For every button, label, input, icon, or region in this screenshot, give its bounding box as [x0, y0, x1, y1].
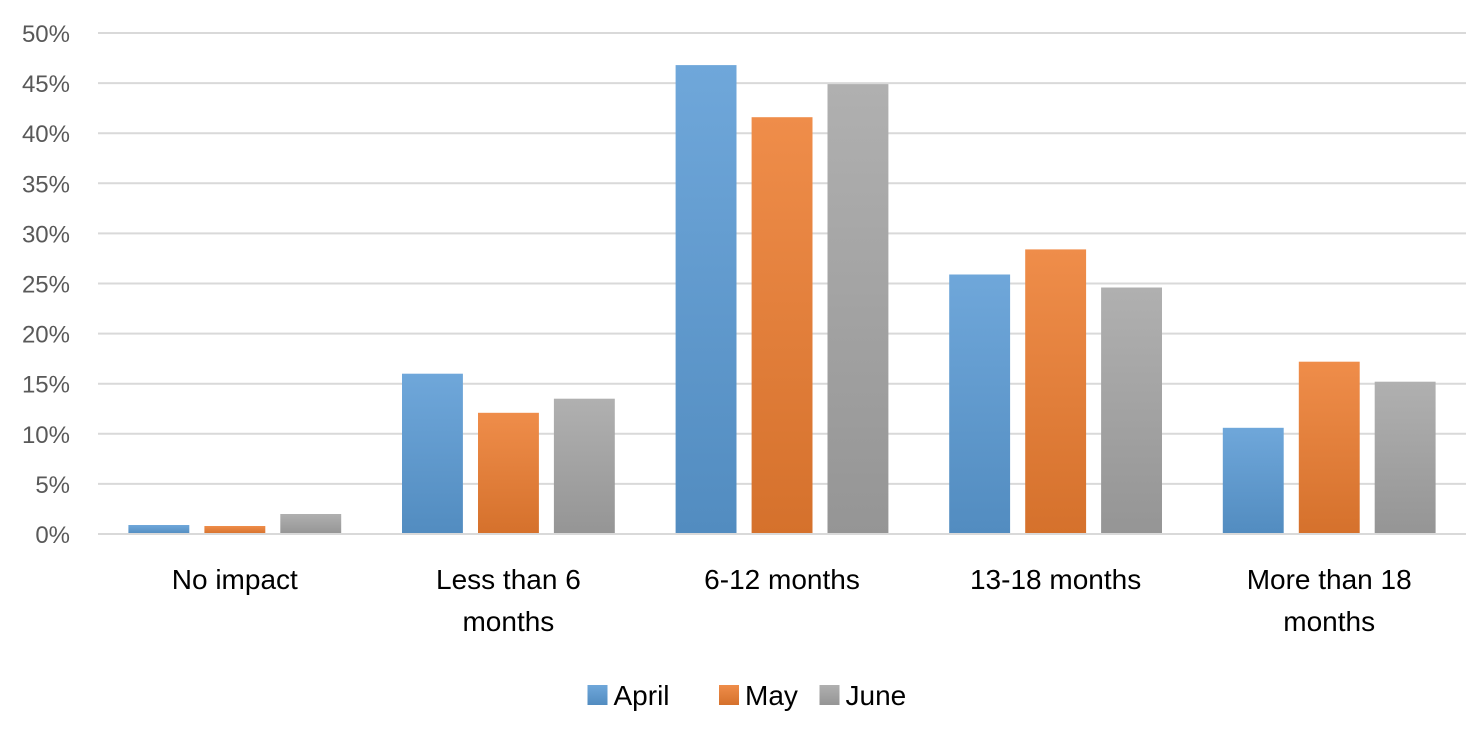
bar-april-2 — [675, 65, 737, 534]
category-label: months — [462, 606, 554, 637]
bar-may-4 — [1298, 361, 1360, 534]
category-label: 13-18 months — [970, 564, 1141, 595]
bar-may-3 — [1025, 249, 1087, 534]
legend-label-april: April — [614, 680, 670, 711]
category-label: No impact — [172, 564, 298, 595]
y-axis-ticks: 0% 5% 10% 15% 20% 25% 30% 35% 40% 45% 50% — [22, 21, 70, 549]
legend-label-june: June — [846, 680, 907, 711]
y-tick-label: 35% — [22, 171, 70, 198]
category-label: months — [1283, 606, 1375, 637]
legend-swatch-april — [587, 685, 608, 705]
legend: April May June — [587, 680, 907, 711]
legend-swatch-may — [719, 685, 739, 705]
legend-label-may: May — [745, 680, 798, 711]
category-labels: No impact Less than 6 months 6-12 months 13-… — [172, 564, 1412, 637]
bars — [128, 65, 1436, 534]
bar-april-3 — [949, 274, 1011, 534]
category-label: More than 18 — [1247, 564, 1412, 595]
y-tick-label: 15% — [22, 372, 70, 399]
y-tick-label: 25% — [22, 272, 70, 299]
y-tick-label: 5% — [35, 472, 70, 499]
bar-may-1 — [478, 412, 539, 534]
bar-june-4 — [1374, 381, 1436, 534]
category-label: Less than 6 — [436, 564, 581, 595]
y-tick-label: 40% — [22, 121, 70, 148]
bar-april-1 — [402, 373, 463, 534]
bar-april-4 — [1222, 427, 1284, 534]
bar-june-0 — [280, 514, 342, 534]
bar-june-1 — [553, 398, 615, 534]
category-label: 6-12 months — [704, 564, 860, 595]
y-tick-label: 30% — [22, 221, 70, 248]
bar-may-0 — [204, 526, 266, 534]
bar-april-0 — [128, 525, 190, 534]
legend-swatch-june — [819, 685, 840, 705]
y-tick-label: 0% — [35, 522, 70, 549]
y-tick-label: 10% — [22, 422, 70, 449]
y-tick-label: 45% — [22, 71, 70, 98]
y-tick-label: 50% — [22, 21, 70, 48]
y-tick-label: 20% — [22, 322, 70, 349]
bar-june-3 — [1101, 287, 1162, 534]
bar-may-2 — [751, 117, 813, 534]
bar-june-2 — [827, 84, 889, 534]
